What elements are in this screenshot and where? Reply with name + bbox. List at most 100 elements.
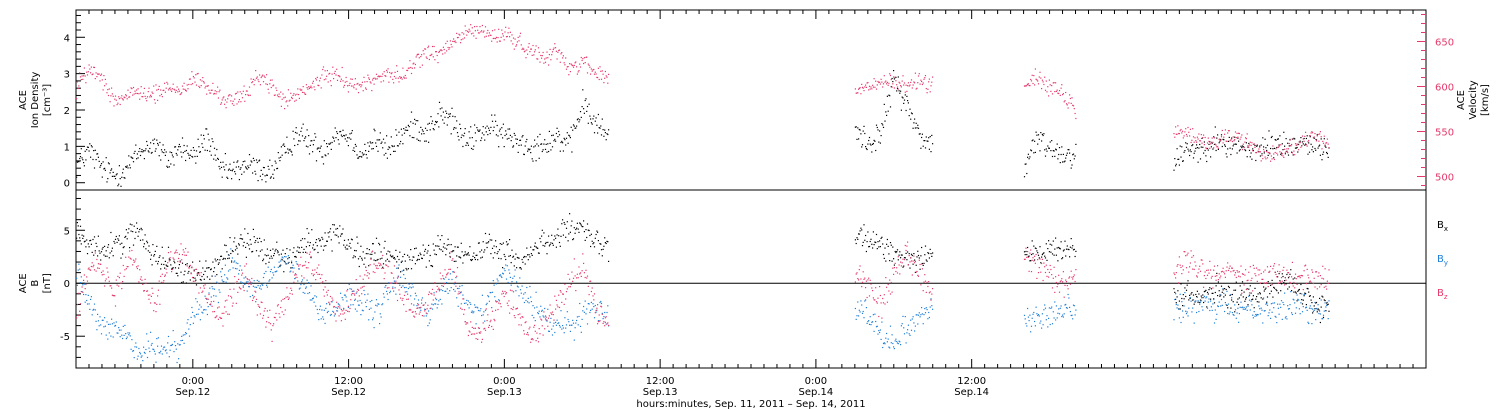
ion-density-point: [1051, 155, 1054, 158]
velocity-point: [592, 69, 594, 71]
bx-point: [399, 251, 401, 253]
ion-density-point: [1204, 149, 1206, 152]
ion-density-point: [138, 150, 140, 153]
velocity-point: [875, 88, 878, 90]
bx-point: [467, 252, 469, 254]
velocity-point: [1315, 140, 1318, 142]
velocity-point: [398, 81, 400, 83]
by-point: [231, 260, 233, 262]
velocity-point: [872, 84, 874, 86]
velocity-point: [491, 30, 494, 32]
velocity-point: [1212, 141, 1214, 143]
velocity-point: [150, 94, 152, 96]
velocity-point: [890, 79, 892, 81]
velocity-point: [917, 75, 920, 77]
bz-point: [608, 324, 610, 326]
velocity-point: [389, 71, 391, 74]
ion-density-point: [164, 154, 166, 156]
velocity-point: [121, 95, 123, 97]
ion-density-point: [408, 126, 410, 128]
bz-point: [367, 272, 369, 274]
bx-point: [255, 240, 257, 242]
bz-point: [555, 299, 557, 301]
ion-density-point: [1071, 164, 1073, 166]
bz-point: [858, 279, 860, 281]
ion-density-point: [1055, 149, 1057, 151]
velocity-point: [160, 89, 162, 91]
bx-point: [183, 274, 185, 276]
ion-density-point: [886, 95, 888, 97]
ion-density-point: [470, 147, 473, 150]
by-point: [910, 319, 912, 321]
bz-point: [139, 278, 142, 280]
by-point: [431, 308, 434, 310]
by-point: [375, 299, 378, 301]
bx-point: [256, 237, 258, 240]
ion-density-point: [1233, 143, 1235, 145]
by-point: [1260, 307, 1262, 309]
velocity-point: [406, 69, 408, 71]
velocity-point: [238, 99, 240, 101]
bz-point: [574, 275, 576, 277]
bz-point: [407, 298, 409, 300]
velocity-point: [255, 77, 258, 79]
velocity-point: [392, 78, 394, 80]
ion-density-point: [1241, 147, 1243, 149]
bx-point: [1224, 294, 1226, 296]
bz-point: [291, 289, 293, 291]
bz-point: [858, 269, 860, 271]
bx-point: [317, 251, 319, 254]
ion-density-point: [579, 119, 581, 121]
velocity-point: [438, 50, 441, 53]
by-point: [247, 281, 249, 283]
bx-point: [862, 241, 864, 243]
velocity-point: [220, 103, 222, 105]
by-point: [397, 275, 399, 277]
bx-point: [1203, 301, 1205, 304]
by-point: [347, 288, 349, 291]
by-point: [871, 321, 873, 323]
bz-point: [138, 281, 140, 283]
ion-density-point: [216, 148, 218, 151]
bx-point: [1201, 297, 1203, 299]
by-point: [1289, 304, 1291, 306]
bz-point: [271, 340, 273, 342]
ion-density-point: [303, 140, 305, 142]
velocity-point: [174, 89, 176, 91]
bz-point: [372, 271, 374, 273]
by-point: [1269, 309, 1271, 311]
velocity-point: [494, 29, 496, 31]
by-point: [333, 315, 335, 317]
velocity-point: [507, 32, 509, 34]
ion-density-point: [281, 154, 283, 156]
by-point: [1214, 309, 1216, 311]
bz-point: [355, 279, 357, 281]
bx-point: [206, 267, 208, 269]
ion-density-point: [212, 141, 214, 143]
bx-point: [1182, 305, 1184, 307]
by-point: [324, 322, 326, 324]
by-point: [920, 314, 922, 316]
by-point: [1328, 300, 1330, 302]
velocity-point: [259, 74, 261, 76]
velocity-point: [148, 87, 150, 89]
bz-point: [549, 304, 551, 306]
velocity-point: [231, 103, 233, 105]
ion-density-point: [860, 133, 862, 135]
ion-density-point: [884, 120, 886, 122]
bz-point: [256, 314, 258, 316]
bx-point: [889, 242, 892, 244]
velocity-point: [82, 78, 84, 80]
by-point: [1235, 317, 1237, 319]
ion-density-point: [337, 139, 339, 141]
bx-point: [1220, 294, 1222, 296]
bz-point: [89, 269, 91, 271]
bx-point: [436, 245, 438, 247]
bx-point: [1305, 293, 1307, 295]
ion-density-point: [304, 137, 306, 139]
bz-point: [564, 283, 566, 285]
bz-point: [142, 283, 144, 285]
bx-point: [864, 239, 866, 241]
ion-density-point: [586, 105, 589, 108]
by-point: [1023, 314, 1026, 316]
